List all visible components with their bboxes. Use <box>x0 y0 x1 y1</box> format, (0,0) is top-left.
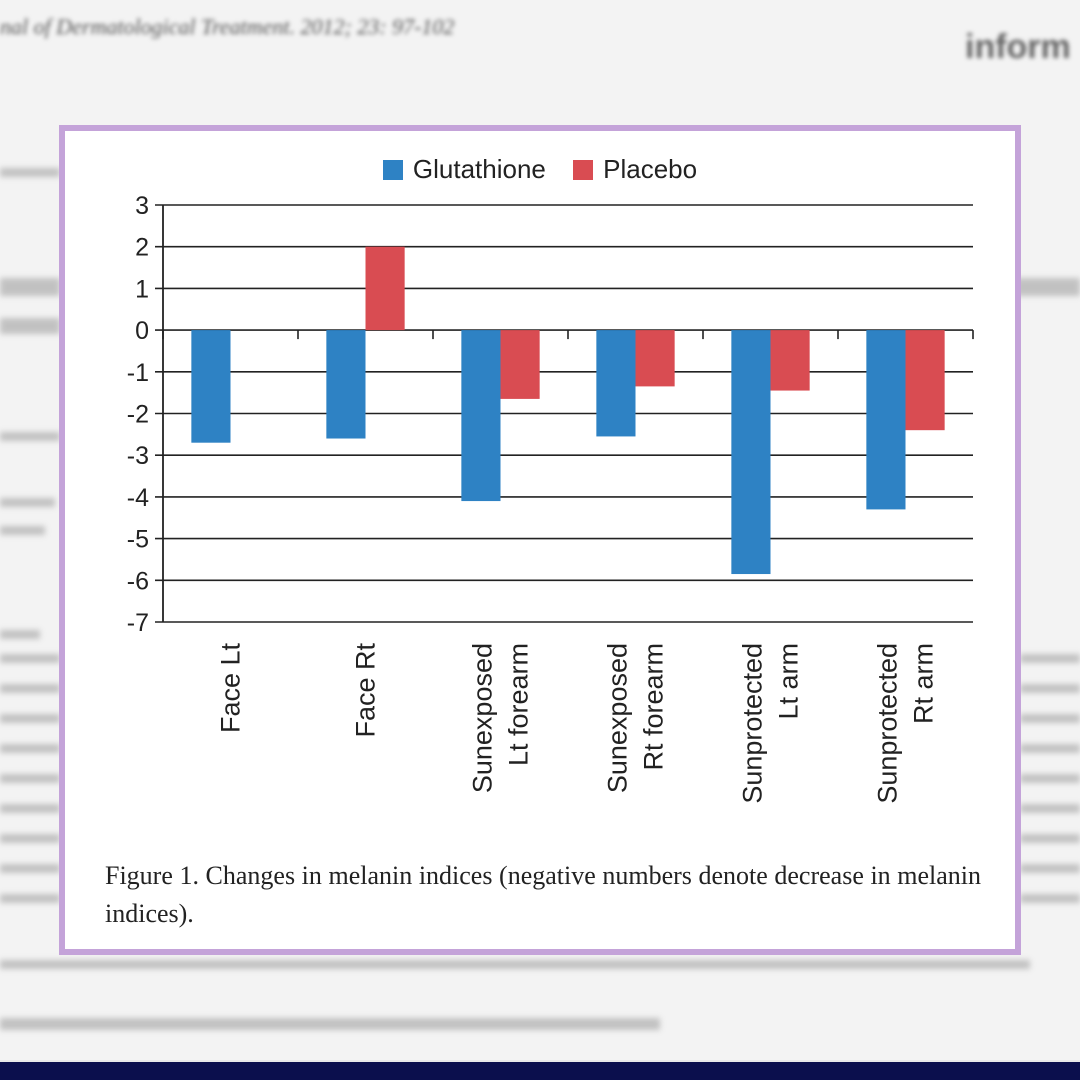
blurred-text-line <box>0 318 60 334</box>
blurred-text-line <box>0 894 60 903</box>
blurred-text-line <box>0 654 60 663</box>
x-category-label: Face Lt <box>216 643 246 734</box>
x-category-label: Sunprotected <box>873 643 903 804</box>
y-tick-label: -7 <box>127 609 149 637</box>
legend-label-glutathione: Glutathione <box>412 154 546 184</box>
bar-placebo <box>905 330 945 431</box>
y-tick-label: 0 <box>135 317 149 345</box>
x-category-label: Sunexposed <box>468 643 498 793</box>
blurred-text-line <box>1020 744 1080 753</box>
bar-glutathione <box>326 330 366 439</box>
x-category-label: Face Rt <box>351 643 381 738</box>
blurred-text-line <box>1020 654 1080 663</box>
blurred-text-line <box>1020 804 1080 813</box>
figure-card: Glutathione Placebo 3 2 1 0 -1 -2 -3 -4 -5 -6 -7 Fa… <box>59 125 1021 955</box>
blurred-text-line <box>0 278 60 296</box>
legend-item-placebo: Placebo <box>573 154 697 185</box>
y-tick-label: 2 <box>135 234 149 262</box>
legend-swatch-placebo <box>573 159 594 180</box>
blurred-text-line <box>0 168 60 177</box>
blurred-text-line <box>0 498 55 507</box>
x-category-label: Rt forearm <box>639 643 669 771</box>
y-tick-label: -3 <box>127 442 149 470</box>
blurred-text-line <box>1015 278 1080 296</box>
x-category-label: Sunprotected <box>738 643 768 804</box>
legend-item-glutathione: Glutathione <box>382 154 546 185</box>
blurred-text-line <box>1020 774 1080 783</box>
chart-legend: Glutathione Placebo <box>65 154 1015 187</box>
legend-swatch-glutathione <box>382 159 403 180</box>
y-tick-label: 1 <box>135 275 149 303</box>
bar-placebo <box>635 330 675 387</box>
legend-label-placebo: Placebo <box>603 154 698 184</box>
bar-glutathione <box>731 330 771 575</box>
bar-placebo <box>365 246 405 331</box>
y-tick-label: -1 <box>127 359 149 387</box>
y-tick-label: 3 <box>135 192 149 220</box>
blurred-text-line <box>0 432 60 441</box>
bar-glutathione <box>191 330 231 443</box>
blurred-text-line <box>0 630 40 639</box>
publisher-logo: inform <box>965 28 1071 66</box>
bar-placebo <box>500 330 540 399</box>
y-tick-label: -2 <box>127 401 149 429</box>
blurred-text-line <box>0 774 60 783</box>
blurred-text-line <box>0 744 60 753</box>
y-tick-label: -6 <box>127 567 149 595</box>
blurred-text-line <box>1020 864 1080 873</box>
blurred-text-line <box>0 960 1030 969</box>
bar-placebo <box>770 330 810 391</box>
journal-header: nal of Dermatological Treatment. 2012; 2… <box>0 14 455 39</box>
figure-caption: Figure 1. Changes in melanin indices (ne… <box>105 861 981 928</box>
blurred-text-line <box>0 864 60 873</box>
bar-glutathione <box>866 330 906 510</box>
blurred-text-line <box>0 1018 660 1030</box>
bottom-bar <box>0 1062 1080 1080</box>
blurred-text-line <box>0 804 60 813</box>
bar-glutathione <box>596 330 636 437</box>
x-category-label: Rt arm <box>909 643 939 724</box>
blurred-text-line <box>1020 684 1080 693</box>
blurred-text-line <box>1020 834 1080 843</box>
blurred-text-line <box>1020 714 1080 723</box>
x-category-label: Sunexposed <box>603 643 633 793</box>
blurred-text-line <box>0 714 60 723</box>
blurred-text-line <box>0 684 60 693</box>
y-tick-label: -4 <box>127 484 149 512</box>
blurred-text-line <box>0 834 60 843</box>
blurred-text-line <box>0 526 45 535</box>
bar-glutathione <box>461 330 501 502</box>
bar-chart: 3 2 1 0 -1 -2 -3 -4 -5 -6 -7 Face Lt Face Rt Sunexpos… <box>127 192 974 804</box>
y-tick-label: -5 <box>127 526 149 554</box>
x-category-label: Lt arm <box>774 643 804 720</box>
x-category-label: Lt forearm <box>504 643 534 766</box>
blurred-text-line <box>1020 894 1080 903</box>
